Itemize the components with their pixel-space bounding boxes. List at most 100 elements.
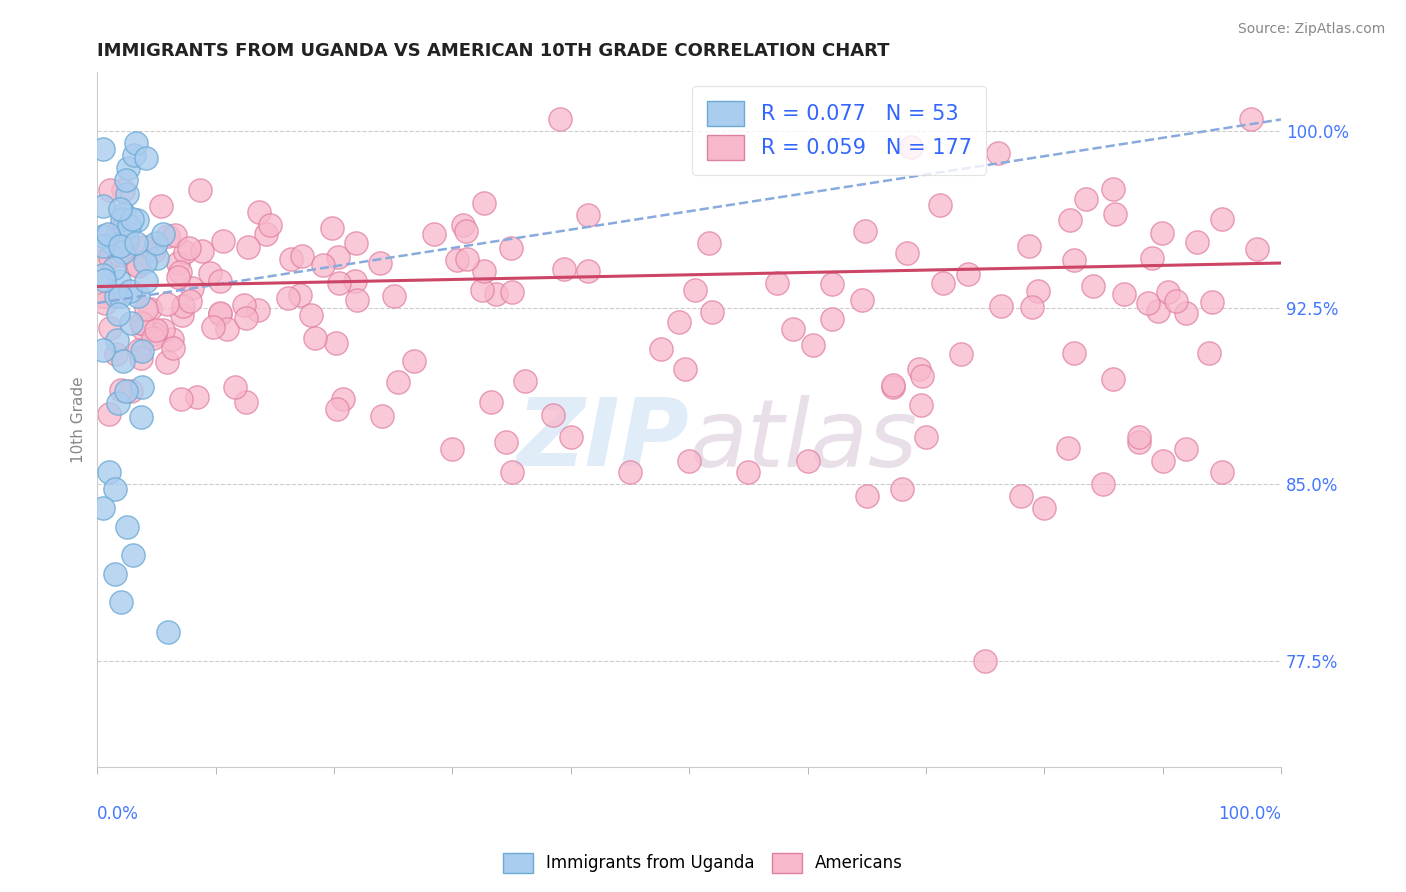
Point: [162, 342, 184, 356]
Point: [1057, 441, 1080, 455]
Point: [167, 269, 190, 284]
Point: [91, 289, 114, 303]
Point: [541, 408, 564, 422]
Point: [121, 317, 143, 331]
Point: [91, 343, 114, 357]
Point: [1201, 295, 1223, 310]
Point: [343, 274, 366, 288]
Point: [200, 266, 222, 280]
Point: [143, 244, 166, 258]
Point: [107, 274, 129, 288]
Point: [156, 354, 179, 368]
Point: [131, 379, 153, 393]
Point: [1059, 213, 1081, 227]
Point: [115, 187, 138, 202]
Point: [118, 284, 141, 298]
Point: [170, 308, 193, 322]
Point: [98, 183, 121, 197]
Point: [91, 199, 114, 213]
Point: [931, 276, 953, 290]
Point: [855, 489, 877, 503]
Point: [172, 299, 194, 313]
Point: [96, 251, 118, 265]
Point: [332, 392, 354, 407]
Point: [145, 322, 167, 336]
Point: [138, 302, 160, 317]
Point: [115, 230, 138, 244]
Point: [1114, 287, 1136, 301]
Point: [142, 331, 165, 345]
Y-axis label: 10th Grade: 10th Grade: [72, 376, 86, 463]
Point: [101, 237, 124, 252]
Point: [186, 391, 208, 405]
Point: [127, 259, 149, 273]
Point: [312, 259, 335, 273]
Point: [125, 213, 148, 227]
Point: [110, 383, 132, 397]
Point: [387, 376, 409, 390]
Point: [1018, 238, 1040, 252]
Point: [1240, 112, 1263, 127]
Point: [156, 297, 179, 311]
Text: ZIP: ZIP: [516, 394, 689, 486]
Point: [910, 398, 932, 412]
Point: [499, 241, 522, 255]
Point: [143, 327, 166, 342]
Point: [325, 402, 347, 417]
Point: [224, 380, 246, 394]
Point: [98, 466, 121, 480]
Point: [122, 148, 145, 162]
Point: [233, 297, 256, 311]
Point: [125, 235, 148, 250]
Point: [700, 305, 723, 319]
Point: [1033, 500, 1056, 515]
Point: [145, 236, 167, 251]
Point: [382, 289, 405, 303]
Point: [801, 338, 824, 352]
Point: [146, 251, 169, 265]
Legend: R = 0.077   N = 53, R = 0.059   N = 177: R = 0.077 N = 53, R = 0.059 N = 177: [692, 87, 987, 175]
Point: [987, 146, 1010, 161]
Point: [1063, 252, 1085, 267]
Point: [91, 228, 114, 243]
Point: [766, 276, 789, 290]
Point: [328, 250, 350, 264]
Point: [280, 252, 302, 266]
Point: [896, 246, 918, 260]
Text: Source: ZipAtlas.com: Source: ZipAtlas.com: [1237, 22, 1385, 37]
Point: [957, 267, 980, 281]
Point: [371, 409, 394, 424]
Point: [110, 248, 132, 262]
Point: [291, 248, 314, 262]
Point: [104, 232, 127, 246]
Point: [235, 311, 257, 326]
Point: [1136, 295, 1159, 310]
Point: [127, 289, 149, 303]
Point: [949, 346, 972, 360]
Point: [328, 276, 350, 290]
Point: [1152, 453, 1174, 467]
Point: [169, 265, 191, 279]
Point: [94, 295, 117, 310]
Point: [1147, 304, 1170, 318]
Point: [576, 263, 599, 277]
Point: [134, 239, 156, 253]
Point: [456, 252, 478, 266]
Point: [325, 336, 347, 351]
Text: 0.0%: 0.0%: [97, 805, 139, 823]
Point: [851, 293, 873, 307]
Point: [1028, 285, 1050, 299]
Point: [135, 151, 157, 165]
Point: [402, 354, 425, 368]
Point: [112, 207, 135, 221]
Point: [673, 362, 696, 376]
Point: [93, 273, 115, 287]
Point: [107, 307, 129, 321]
Point: [891, 482, 914, 496]
Point: [115, 172, 138, 186]
Point: [1246, 242, 1268, 256]
Point: [1102, 372, 1125, 386]
Point: [446, 252, 468, 267]
Point: [98, 321, 121, 335]
Point: [560, 430, 582, 444]
